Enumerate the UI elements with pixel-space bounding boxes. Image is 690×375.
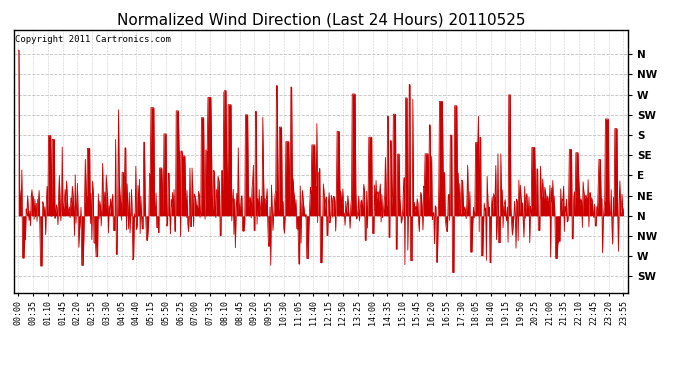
Title: Normalized Wind Direction (Last 24 Hours) 20110525: Normalized Wind Direction (Last 24 Hours… xyxy=(117,12,525,27)
Text: Copyright 2011 Cartronics.com: Copyright 2011 Cartronics.com xyxy=(15,35,171,44)
